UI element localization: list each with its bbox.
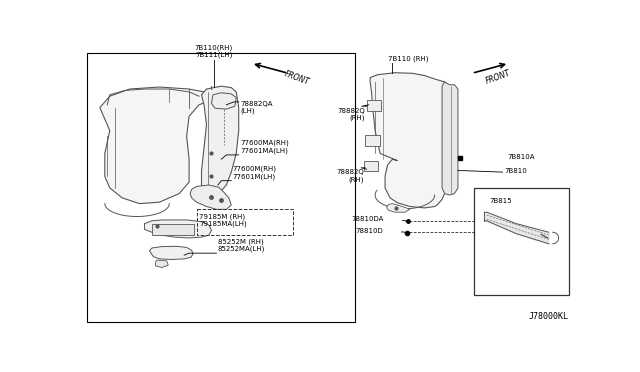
Text: J78000KL: J78000KL <box>529 312 568 321</box>
Polygon shape <box>387 203 410 212</box>
Bar <box>152 224 194 235</box>
Polygon shape <box>145 220 211 238</box>
Text: 78810DA: 78810DA <box>351 217 383 222</box>
Text: 78882Q
(RH): 78882Q (RH) <box>337 108 365 121</box>
Polygon shape <box>100 87 214 203</box>
Text: FRONT: FRONT <box>284 69 311 86</box>
Text: 79185M (RH)
79185MA(LH): 79185M (RH) 79185MA(LH) <box>199 213 247 227</box>
Text: 85252M (RH)
85252MA(LH): 85252M (RH) 85252MA(LH) <box>218 238 265 252</box>
Bar <box>474 188 568 295</box>
Bar <box>364 161 378 171</box>
Text: 78882Q
(RH): 78882Q (RH) <box>336 169 364 183</box>
Text: 77600M(RH)
77601M(LH): 77600M(RH) 77601M(LH) <box>233 166 276 180</box>
Text: 78882QA
(LH): 78882QA (LH) <box>240 101 273 114</box>
Polygon shape <box>202 86 239 198</box>
Polygon shape <box>156 260 168 267</box>
Polygon shape <box>190 185 231 209</box>
Text: 7B810A: 7B810A <box>508 154 535 160</box>
Bar <box>88 53 355 323</box>
Bar <box>365 135 380 146</box>
Text: 77600MA(RH)
77601MA(LH): 77600MA(RH) 77601MA(LH) <box>240 140 289 154</box>
Text: 7B110 (RH): 7B110 (RH) <box>388 55 428 62</box>
Polygon shape <box>150 246 193 259</box>
Polygon shape <box>211 93 236 109</box>
Text: 7B810: 7B810 <box>504 168 527 174</box>
Polygon shape <box>442 82 458 195</box>
Bar <box>196 209 293 235</box>
Bar <box>367 100 381 111</box>
Text: 7B815: 7B815 <box>489 198 512 204</box>
Text: 78810D: 78810D <box>356 228 383 234</box>
Polygon shape <box>370 73 449 208</box>
Text: 7B110(RH)
7B111(LH): 7B110(RH) 7B111(LH) <box>195 44 233 58</box>
Text: FRONT: FRONT <box>484 68 512 86</box>
